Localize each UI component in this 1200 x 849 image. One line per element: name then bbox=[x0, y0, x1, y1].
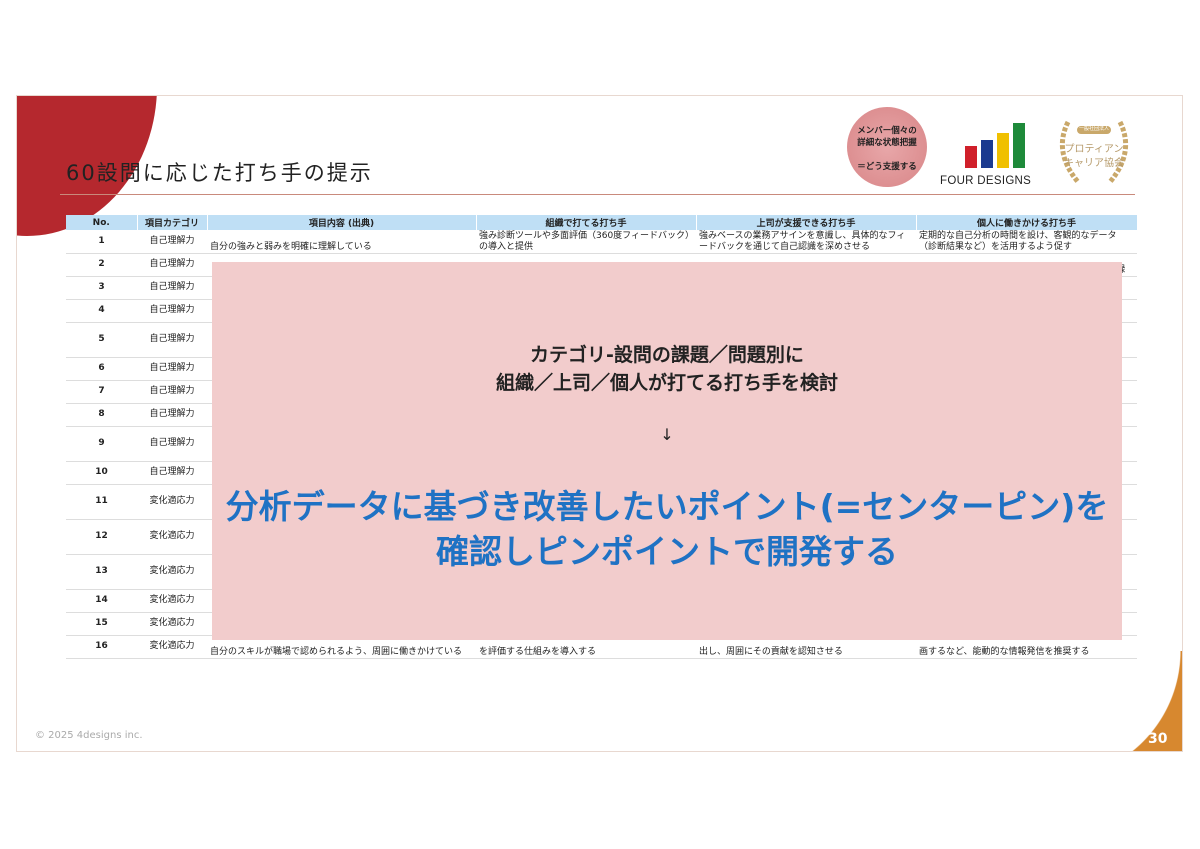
cell-no: 7 bbox=[66, 380, 137, 404]
cell-no: 12 bbox=[66, 519, 137, 555]
cell-boss: 出し、周囲にその貢献を認知させる bbox=[696, 635, 916, 659]
cell-no: 8 bbox=[66, 403, 137, 427]
logo-bar bbox=[965, 146, 977, 168]
cell-cat: 自己理解力 bbox=[137, 253, 207, 277]
logo-bar bbox=[981, 140, 993, 168]
table-row: 16 変化適応力 自分のスキルが職場で認められるよう、周囲に働きかけている を評価する… bbox=[66, 635, 1137, 659]
slide-title: 60設問に応じた打ち手の提示 bbox=[66, 161, 373, 185]
cell-cat: 変化適応力 bbox=[137, 612, 207, 636]
cell-cat: 変化適応力 bbox=[137, 519, 207, 555]
page-number: 30 bbox=[1148, 731, 1168, 747]
column-header: 項目内容 (出典) bbox=[207, 215, 477, 230]
cell-self: 定期的な自己分析の時間を設け、客観的なデータ（診断結果など）を活用するよう促す bbox=[916, 230, 1137, 254]
cell-cat: 変化適応力 bbox=[137, 554, 207, 590]
cell-no: 14 bbox=[66, 589, 137, 613]
cell-no: 5 bbox=[66, 322, 137, 358]
four-designs-logo: FOUR DESIGNS bbox=[940, 115, 1045, 190]
emblem-line1: プロティアン bbox=[1064, 144, 1124, 155]
emblem-line2: キャリア協会 bbox=[1064, 158, 1124, 169]
cell-cat: 自己理解力 bbox=[137, 403, 207, 427]
summary-overlay: カテゴリ-設問の課題／問題別に 組織／上司／個人が打てる打ち手を検討 ↓ 分析デ… bbox=[212, 262, 1122, 640]
laurel-icon bbox=[1059, 120, 1129, 184]
cell-org: を評価する仕組みを導入する bbox=[476, 635, 696, 659]
cell-cat: 自己理解力 bbox=[137, 299, 207, 323]
column-header: No. bbox=[66, 215, 138, 230]
cell-no: 15 bbox=[66, 612, 137, 636]
cell-cat: 自己理解力 bbox=[137, 276, 207, 300]
cell-self: 画するなど、能動的な情報発信を推奨する bbox=[916, 635, 1137, 659]
cell-boss: 強みベースの業務アサインを意識し、具体的なフィードバックを通じて自己認識を深めさ… bbox=[696, 230, 916, 254]
cell-cat: 自己理解力 bbox=[137, 230, 207, 254]
cell-no: 4 bbox=[66, 299, 137, 323]
overlay-highlight-line2: 確認しピンポイントで開発する bbox=[436, 532, 898, 571]
logo-bar bbox=[1013, 123, 1025, 168]
cell-org: 強み診断ツールや多面評価（360度フィードバック）の導入と提供 bbox=[476, 230, 696, 254]
cell-no: 2 bbox=[66, 253, 137, 277]
arrow-down-icon: ↓ bbox=[660, 425, 674, 444]
cell-item: 自分のスキルが職場で認められるよう、周囲に働きかけている bbox=[207, 635, 476, 659]
cell-no: 11 bbox=[66, 484, 137, 520]
cell-no: 6 bbox=[66, 357, 137, 381]
logo-name: FOUR DESIGNS bbox=[940, 175, 1032, 187]
cell-cat: 自己理解力 bbox=[137, 322, 207, 358]
emblem-small-text: 一般社団法人 bbox=[1078, 126, 1109, 132]
cell-no: 3 bbox=[66, 276, 137, 300]
column-header: 上司が支援できる打ち手 bbox=[696, 215, 917, 230]
cell-cat: 自己理解力 bbox=[137, 357, 207, 381]
cell-no: 9 bbox=[66, 426, 137, 462]
overlay-line1: カテゴリ-設問の課題／問題別に bbox=[530, 344, 804, 366]
cell-cat: 自己理解力 bbox=[137, 461, 207, 485]
logo-bar bbox=[997, 133, 1009, 168]
table-row: 1 自己理解力 自分の強みと弱みを明確に理解している 強み診断ツールや多面評価（360… bbox=[66, 230, 1137, 254]
overlay-line2: 組織／上司／個人が打てる打ち手を検討 bbox=[495, 372, 838, 394]
column-header: 個人に働きかける打ち手 bbox=[916, 215, 1138, 230]
cell-no: 10 bbox=[66, 461, 137, 485]
cell-no: 1 bbox=[66, 230, 137, 254]
association-emblem: 一般社団法人 プロティアン キャリア協会 bbox=[1053, 112, 1135, 188]
corner-decoration-orange bbox=[1052, 651, 1182, 751]
cell-cat: 自己理解力 bbox=[137, 426, 207, 462]
cell-cat: 変化適応力 bbox=[137, 589, 207, 613]
title-divider bbox=[60, 194, 1135, 195]
copyright: © 2025 4designs inc. bbox=[35, 730, 143, 741]
column-header: 項目カテゴリ bbox=[137, 215, 208, 230]
overlay-highlight-line1: 分析データに基づき改善したいポイント(=センターピン)を bbox=[225, 487, 1109, 526]
status-badge-circle: メンバー個々の 詳細な状態把握 ＝どう支援する bbox=[847, 107, 927, 187]
cell-no: 13 bbox=[66, 554, 137, 590]
cell-no: 16 bbox=[66, 635, 137, 659]
cell-cat: 変化適応力 bbox=[137, 484, 207, 520]
cell-cat: 自己理解力 bbox=[137, 380, 207, 404]
cell-cat: 変化適応力 bbox=[137, 635, 207, 659]
cell-item: 自分の強みと弱みを明確に理解している bbox=[207, 230, 476, 254]
column-header: 組織で打てる打ち手 bbox=[476, 215, 697, 230]
